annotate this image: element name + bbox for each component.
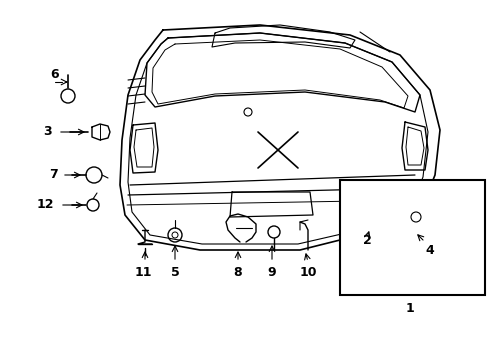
Text: 3: 3 bbox=[43, 126, 52, 139]
Text: 5: 5 bbox=[170, 265, 179, 279]
Text: 7: 7 bbox=[48, 168, 57, 181]
FancyBboxPatch shape bbox=[339, 180, 484, 295]
Text: 12: 12 bbox=[36, 198, 54, 211]
Text: 6: 6 bbox=[51, 68, 59, 81]
Text: 9: 9 bbox=[267, 265, 276, 279]
Text: 11: 11 bbox=[134, 265, 151, 279]
Text: 1: 1 bbox=[405, 301, 413, 315]
Text: 4: 4 bbox=[425, 243, 433, 256]
Text: 10: 10 bbox=[299, 265, 316, 279]
Text: 8: 8 bbox=[233, 265, 242, 279]
Text: 2: 2 bbox=[362, 234, 370, 247]
